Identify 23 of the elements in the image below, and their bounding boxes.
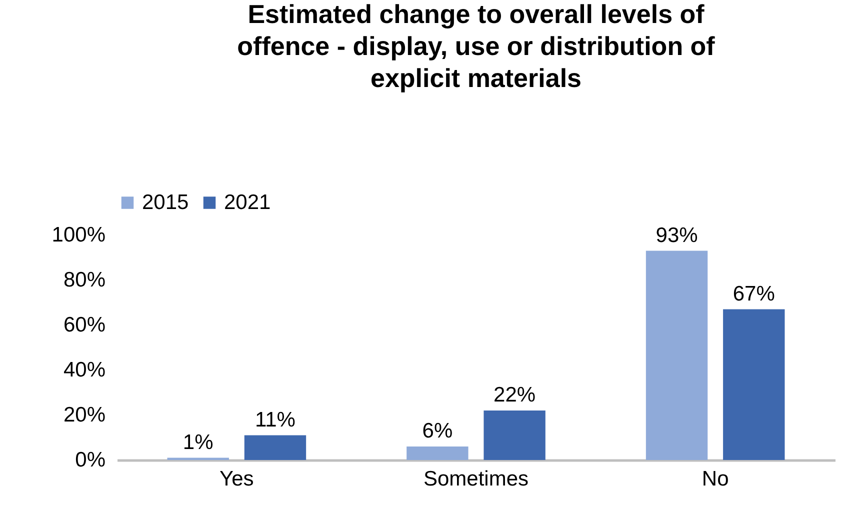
y-tick-label: 20% (63, 404, 106, 426)
legend-label: 2021 (224, 190, 271, 214)
data-label: 67% (732, 282, 775, 306)
data-label: 22% (494, 384, 536, 406)
y-tick-label: 100% (52, 224, 106, 246)
data-label: 93% (656, 224, 698, 247)
data-label: 1% (182, 430, 214, 454)
x-tick-label: Sometimes (423, 468, 529, 490)
bar (723, 309, 785, 460)
bar (484, 410, 546, 460)
y-tick-label: 40% (63, 358, 106, 382)
legend-label: 2015 (142, 190, 189, 214)
y-tick-label: 80% (63, 268, 106, 292)
data-label: 6% (422, 420, 453, 442)
x-tick-label: No (702, 468, 729, 490)
y-tick-label: 60% (63, 314, 106, 336)
chart-title: Estimated change to overall levels of offence - display, use or distribution of explicit materials (237, 0, 716, 93)
bar (646, 250, 708, 460)
bar (244, 435, 306, 460)
x-tick-label: Yes (220, 468, 254, 490)
data-label: 11% (254, 408, 296, 432)
bar (406, 446, 468, 460)
y-tick-label: 0% (75, 448, 106, 472)
